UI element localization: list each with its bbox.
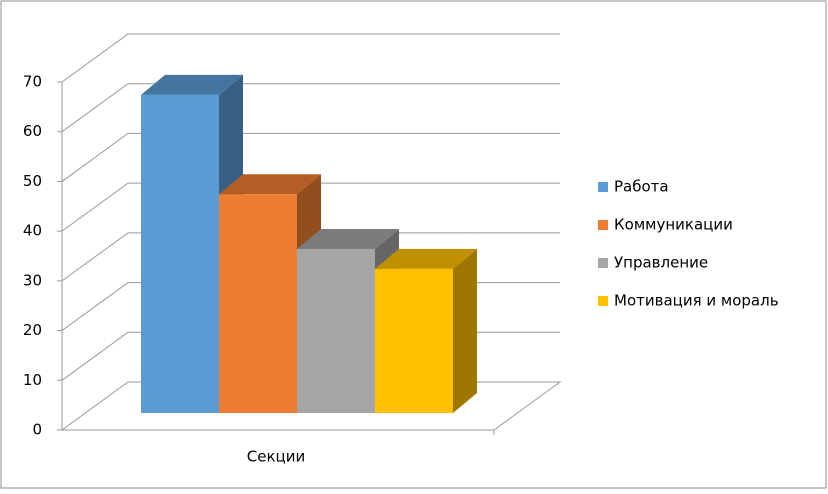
grid-line xyxy=(61,83,560,133)
bar xyxy=(219,194,297,413)
bar-top xyxy=(219,174,321,195)
y-tick-label: 40 xyxy=(23,222,42,240)
bar-top xyxy=(297,228,399,249)
bar-top xyxy=(375,248,477,269)
legend-label: Управление xyxy=(614,254,708,272)
legend-label: Мотивация и мораль xyxy=(614,292,779,310)
grid-line xyxy=(61,232,560,282)
legend-label: Работа xyxy=(614,178,669,196)
y-tick-label: 20 xyxy=(23,321,42,339)
y-tick-label: 10 xyxy=(23,371,42,389)
legend-swatch xyxy=(598,182,608,192)
y-tick-label: 70 xyxy=(23,73,42,91)
grid-line xyxy=(61,132,560,182)
y-tick-label: 30 xyxy=(23,271,42,289)
y-tick-label: 0 xyxy=(32,421,42,439)
y-tick-label: 50 xyxy=(23,172,42,190)
bar xyxy=(297,248,375,413)
legend-swatch xyxy=(598,220,608,230)
bar xyxy=(375,268,453,413)
bar-top xyxy=(141,74,243,95)
x-tick-label: Секции xyxy=(247,448,305,466)
grid-line xyxy=(61,33,560,83)
legend-swatch xyxy=(598,296,608,306)
floor xyxy=(60,381,562,431)
bar-side xyxy=(453,248,477,413)
y-tick-label: 60 xyxy=(23,122,42,140)
bar xyxy=(141,94,219,413)
grid-line xyxy=(61,182,560,232)
legend-swatch xyxy=(598,258,608,268)
legend-label: Коммуникации xyxy=(614,216,733,234)
